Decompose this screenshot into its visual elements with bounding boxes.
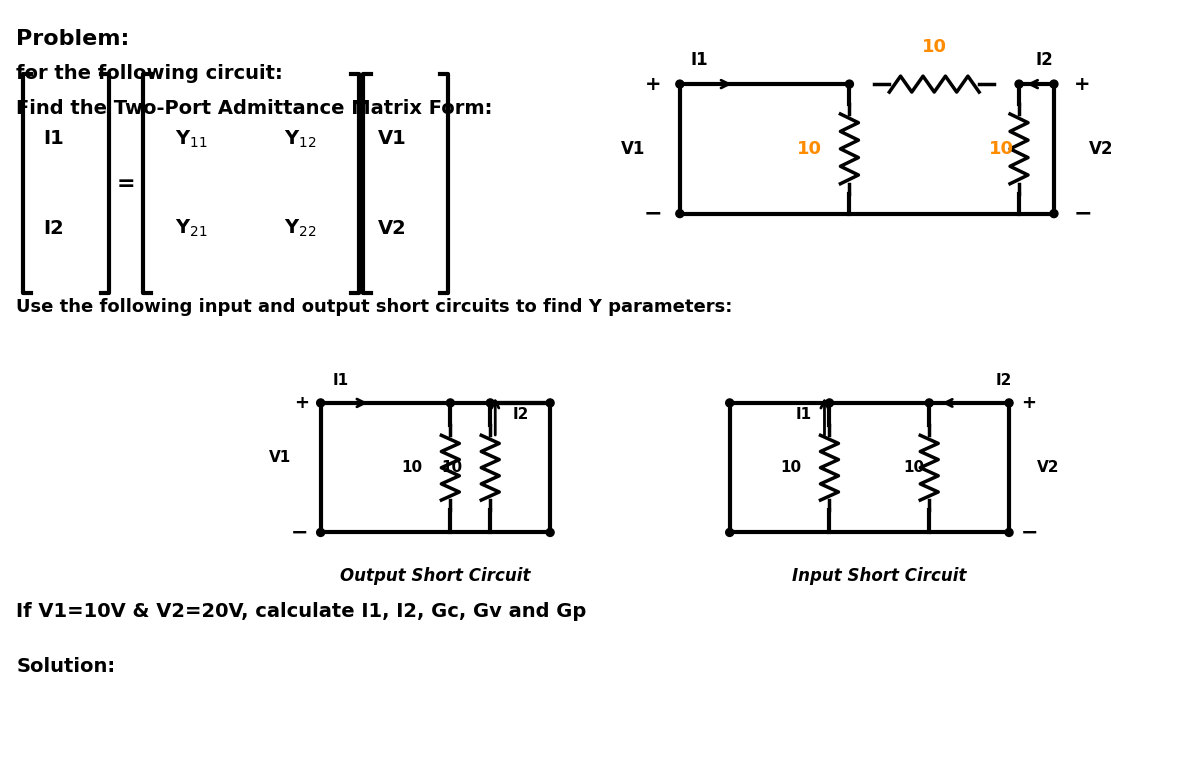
Text: =: = <box>116 174 136 194</box>
Text: I2: I2 <box>996 373 1013 388</box>
Text: Solution:: Solution: <box>17 657 115 676</box>
Text: −: − <box>643 204 662 224</box>
Text: 10: 10 <box>989 140 1014 158</box>
Text: 10: 10 <box>780 460 802 475</box>
Text: I1: I1 <box>332 373 349 388</box>
Circle shape <box>925 399 934 407</box>
Text: V1: V1 <box>378 130 407 148</box>
Circle shape <box>317 399 325 407</box>
Circle shape <box>1015 80 1024 88</box>
Circle shape <box>826 399 834 407</box>
Circle shape <box>726 529 733 536</box>
Text: +: + <box>294 394 308 412</box>
Circle shape <box>1050 80 1058 88</box>
Text: I1: I1 <box>796 407 811 423</box>
Text: I2: I2 <box>43 219 64 238</box>
Text: for the following circuit:: for the following circuit: <box>17 64 283 83</box>
Text: Y$_{12}$: Y$_{12}$ <box>284 128 317 150</box>
Text: Y$_{22}$: Y$_{22}$ <box>284 218 317 240</box>
Text: −: − <box>292 523 308 542</box>
Text: Input Short Circuit: Input Short Circuit <box>792 568 967 585</box>
Text: 10: 10 <box>401 460 422 475</box>
Text: Find the Two-Port Admittance Matrix Form:: Find the Two-Port Admittance Matrix Form… <box>17 99 493 118</box>
Text: V2: V2 <box>1088 140 1114 158</box>
Text: V1: V1 <box>269 450 290 465</box>
Circle shape <box>1006 399 1013 407</box>
Text: 10: 10 <box>797 140 822 158</box>
Text: 10: 10 <box>442 460 462 475</box>
Text: V2: V2 <box>378 219 407 238</box>
Text: I2: I2 <box>512 407 528 423</box>
Circle shape <box>726 399 733 407</box>
Text: Output Short Circuit: Output Short Circuit <box>340 568 530 585</box>
Text: Use the following input and output short circuits to find Y parameters:: Use the following input and output short… <box>17 298 733 317</box>
Circle shape <box>1050 210 1058 217</box>
Text: Y$_{21}$: Y$_{21}$ <box>175 218 208 240</box>
Text: 10: 10 <box>922 38 947 56</box>
Text: +: + <box>1021 394 1036 412</box>
Text: +: + <box>1074 75 1091 94</box>
Circle shape <box>486 399 494 407</box>
Circle shape <box>676 210 684 217</box>
Circle shape <box>446 399 455 407</box>
Text: −: − <box>1074 204 1092 224</box>
Text: V2: V2 <box>1037 460 1060 475</box>
Circle shape <box>317 529 325 536</box>
Text: I1: I1 <box>691 51 708 69</box>
Text: Problem:: Problem: <box>17 29 130 50</box>
Text: If V1=10V & V2=20V, calculate I1, I2, Gc, Gv and Gp: If V1=10V & V2=20V, calculate I1, I2, Gc… <box>17 602 587 621</box>
Text: −: − <box>1021 523 1038 542</box>
Text: I1: I1 <box>43 130 64 148</box>
Circle shape <box>546 529 554 536</box>
Text: I2: I2 <box>1036 51 1052 69</box>
Text: +: + <box>646 75 662 94</box>
Circle shape <box>676 80 684 88</box>
Circle shape <box>846 80 853 88</box>
Circle shape <box>546 399 554 407</box>
Text: 10: 10 <box>904 460 924 475</box>
Circle shape <box>1006 529 1013 536</box>
Text: V1: V1 <box>620 140 644 158</box>
Text: Y$_{11}$: Y$_{11}$ <box>175 128 208 150</box>
